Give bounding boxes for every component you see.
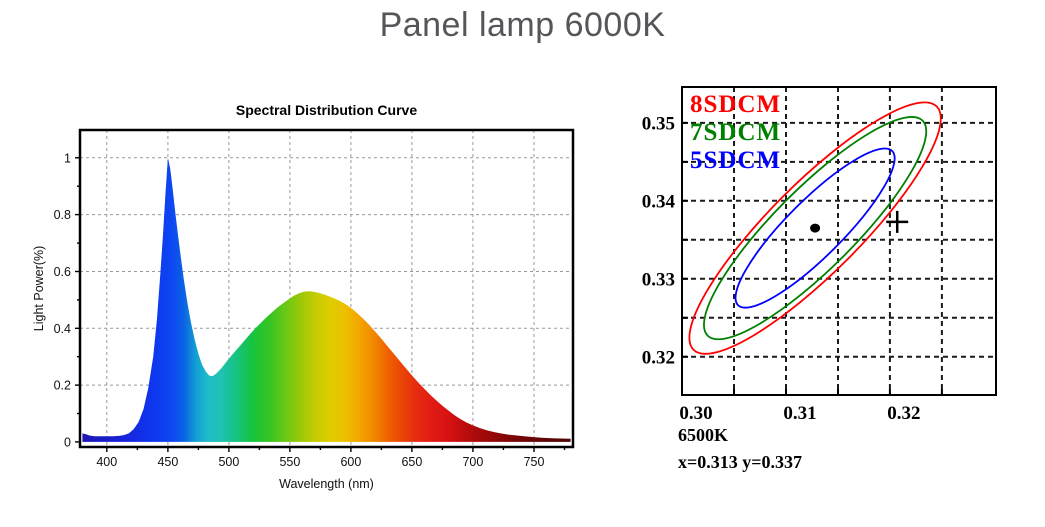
spectral-distribution-svg: 400 450 500 550 600 650 700 750 0 0.2 0.4 0.6 0.8 1 Sp… bbox=[32, 102, 575, 491]
spectral-y-axis-label: Light Power(%) bbox=[32, 246, 46, 331]
spectral-y-tick-label: 0.8 bbox=[54, 208, 71, 222]
center-point-marker bbox=[810, 223, 821, 233]
legend-8sdcm: 8SDCM bbox=[690, 91, 781, 118]
chroma-y-tick-label: 0.32 bbox=[642, 347, 675, 368]
spectral-y-tick-label: 0.2 bbox=[54, 379, 71, 393]
spectral-plot-frame bbox=[78, 128, 575, 449]
spectral-curve bbox=[82, 157, 571, 442]
spectral-distribution-chart: 400 450 500 550 600 650 700 750 0 0.2 0.4 0.6 0.8 1 Sp… bbox=[28, 93, 603, 508]
target-cross-marker bbox=[886, 210, 909, 233]
legend-5sdcm: 5SDCM bbox=[690, 147, 781, 174]
spectral-x-tick-label: 600 bbox=[340, 455, 361, 469]
spectral-x-tick-label: 650 bbox=[401, 455, 422, 469]
legend-7sdcm: 7SDCM bbox=[690, 119, 781, 146]
sdcm-ellipse-7 bbox=[703, 116, 928, 341]
sdcm-ellipse-5 bbox=[734, 147, 896, 309]
chroma-x-tick-label: 0.32 bbox=[887, 403, 920, 424]
spectral-y-tick-label: 1 bbox=[64, 151, 71, 165]
spectral-y-tick-label: 0 bbox=[64, 435, 71, 449]
chroma-y-tick-label: 0.35 bbox=[642, 113, 675, 134]
chromaticity-coordinates-label: x=0.313 y=0.337 bbox=[678, 452, 802, 472]
spectral-x-tick-label: 550 bbox=[279, 455, 300, 469]
chroma-y-tick-label: 0.33 bbox=[642, 269, 675, 290]
chroma-x-tick-label: 0.31 bbox=[783, 403, 816, 424]
spectral-x-tick-label: 400 bbox=[96, 455, 117, 469]
spectral-x-tick-label: 500 bbox=[218, 455, 239, 469]
chroma-y-tick-label: 0.34 bbox=[642, 191, 676, 212]
spectral-y-tick-label: 0.4 bbox=[54, 322, 71, 336]
sdcm-ellipse-chart: 8SDCM 7SDCM 5SDCM 0.30 0.31 0.32 0.35 0.34 0.33 0… bbox=[622, 80, 1045, 505]
spectral-x-tick-label: 700 bbox=[462, 455, 483, 469]
spectral-x-axis-label: Wavelength (nm) bbox=[279, 477, 374, 491]
page-title: Panel lamp 6000K bbox=[379, 6, 666, 44]
chroma-x-tick-label: 0.30 bbox=[679, 403, 712, 424]
spectral-x-tick-label: 450 bbox=[157, 455, 178, 469]
cct-label: 6500K bbox=[678, 425, 728, 445]
spectral-y-tick-label: 0.6 bbox=[54, 265, 71, 279]
sdcm-ellipse-8 bbox=[688, 101, 942, 355]
spectral-chart-title: Spectral Distribution Curve bbox=[236, 102, 417, 118]
chroma-plot-frame bbox=[681, 86, 997, 396]
spectral-x-tick-label: 750 bbox=[524, 455, 545, 469]
